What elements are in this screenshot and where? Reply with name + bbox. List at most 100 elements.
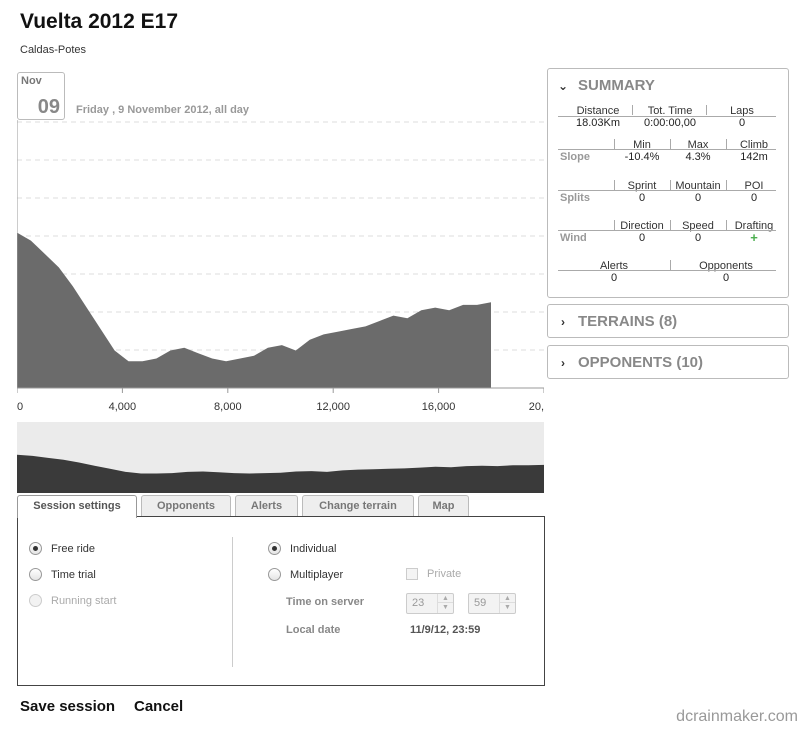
tab-change-terrain[interactable]: Change terrain	[302, 495, 414, 517]
sprint-value: 0	[638, 192, 646, 204]
slope-row-label: Slope	[560, 151, 590, 163]
x-tick-label: 20,	[529, 401, 544, 413]
hour-stepper: 23 ▲ ▼	[406, 593, 454, 614]
hour-stepper-buttons: ▲ ▼	[437, 594, 453, 613]
multiplayer-label: Multiplayer	[290, 568, 344, 581]
multiplayer-option[interactable]: Multiplayer	[268, 568, 343, 581]
hour-value: 23	[412, 597, 425, 609]
summary-rule	[558, 190, 776, 191]
slope-max-value: 4.3%	[685, 151, 711, 163]
opponents-label: Opponents	[699, 260, 753, 272]
chevron-down-icon: ▼	[504, 604, 511, 611]
summary-separator	[726, 139, 727, 149]
cancel-button[interactable]: Cancel	[134, 698, 184, 715]
watermark: dcrainmaker.com	[676, 708, 798, 725]
opponents-value: 0	[722, 272, 730, 284]
elevation-profile-area	[17, 232, 491, 388]
elevation-profile-chart[interactable]: 0 4,000 8,000 12,000 16,000 20,	[17, 120, 544, 420]
summary-panel: ⌄ SUMMARY Distance Tot. Time Laps 18.03K…	[547, 68, 789, 298]
chevron-up-icon: ▲	[500, 594, 515, 603]
tot-time-value: 0:00:00,00	[644, 117, 696, 129]
calendar-badge: Nov 09	[17, 72, 65, 120]
individual-radio[interactable]	[268, 542, 281, 555]
direction-value: 0	[638, 232, 646, 244]
summary-rule	[558, 149, 776, 150]
wind-row-label: Wind	[560, 232, 587, 244]
profile-minimap[interactable]	[17, 422, 544, 493]
individual-option[interactable]: Individual	[268, 542, 336, 555]
tab-opponents[interactable]: Opponents	[141, 495, 231, 517]
minute-stepper-buttons: ▲ ▼	[499, 594, 515, 613]
tab-map[interactable]: Map	[418, 495, 469, 517]
free-ride-label: Free ride	[51, 542, 96, 555]
x-tick-label: 4,000	[109, 401, 137, 413]
alerts-value: 0	[610, 272, 618, 284]
chevron-down-icon: ⌄	[558, 78, 569, 93]
speed-label: Speed	[682, 220, 714, 232]
distance-value: 18.03Km	[575, 117, 621, 129]
free-ride-radio[interactable]	[29, 542, 42, 555]
opponents-title: OPPONENTS (10)	[578, 354, 704, 371]
time-trial-radio[interactable]	[29, 568, 42, 581]
laps-label: Laps	[730, 105, 754, 117]
slope-min-label: Min	[633, 139, 651, 151]
opponents-accordion[interactable]: › OPPONENTS (10)	[547, 345, 789, 379]
minimap-profile-area	[17, 454, 544, 493]
chevron-down-icon: ▼	[442, 604, 449, 611]
mountain-value: 0	[694, 192, 702, 204]
summary-rule	[558, 270, 776, 271]
local-date-label: Local date	[286, 624, 341, 636]
direction-label: Direction	[620, 220, 664, 232]
summary-separator	[670, 220, 671, 230]
x-tick-label: 16,000	[422, 401, 456, 413]
running-start-option: Running start	[29, 594, 116, 607]
distance-label: Distance	[576, 105, 620, 117]
summary-separator	[726, 220, 727, 230]
summary-separator	[614, 220, 615, 230]
tab-alerts[interactable]: Alerts	[235, 495, 298, 517]
tab-session-settings[interactable]: Session settings	[17, 495, 137, 518]
summary-rule	[558, 116, 776, 117]
climb-value: 142m	[740, 151, 768, 163]
opponents-header[interactable]: › OPPONENTS (10)	[558, 354, 703, 371]
terrains-accordion[interactable]: › TERRAINS (8)	[547, 304, 789, 338]
x-axis-ticks: 0 4,000 8,000 12,000 16,000 20,	[17, 388, 544, 413]
terrains-title: TERRAINS (8)	[578, 313, 678, 330]
time-trial-option[interactable]: Time trial	[29, 568, 96, 581]
running-start-label: Running start	[51, 594, 117, 607]
summary-separator	[706, 105, 707, 115]
summary-separator	[670, 260, 671, 270]
summary-header[interactable]: ⌄ SUMMARY	[558, 77, 655, 94]
summary-rule	[558, 230, 776, 231]
chevron-right-icon: ›	[561, 314, 565, 329]
page-title: Vuelta 2012 E17	[20, 10, 178, 33]
summary-separator	[614, 180, 615, 190]
calendar-day: 09	[37, 96, 60, 118]
drafting-plus-icon[interactable]: +	[750, 230, 758, 245]
poi-label: POI	[744, 180, 764, 192]
slope-min-value: -10.4%	[624, 151, 660, 163]
terrains-header[interactable]: › TERRAINS (8)	[558, 313, 677, 330]
save-session-button[interactable]: Save session	[20, 698, 116, 715]
multiplayer-radio[interactable]	[268, 568, 281, 581]
laps-value: 0	[738, 117, 746, 129]
x-tick-label: 0	[17, 401, 23, 413]
private-checkbox	[406, 568, 418, 580]
running-start-radio	[29, 594, 42, 607]
speed-value: 0	[694, 232, 702, 244]
local-date-value: 11/9/12, 23:59	[410, 624, 481, 636]
chevron-up-icon: ▲	[438, 594, 453, 603]
summary-separator	[632, 105, 633, 115]
individual-label: Individual	[290, 542, 337, 555]
free-ride-option[interactable]: Free ride	[29, 542, 95, 555]
time-on-server-label: Time on server	[286, 596, 365, 608]
x-tick-label: 12,000	[316, 401, 350, 413]
mountain-label: Mountain	[675, 180, 721, 192]
private-label: Private	[427, 568, 462, 580]
summary-separator	[670, 139, 671, 149]
page-subtitle: Caldas-Potes	[20, 44, 87, 56]
tot-time-label: Tot. Time	[647, 105, 693, 117]
slope-max-label: Max	[687, 139, 709, 151]
minute-stepper: 59 ▲ ▼	[468, 593, 516, 614]
session-date: Friday , 9 November 2012, all day	[76, 104, 250, 116]
